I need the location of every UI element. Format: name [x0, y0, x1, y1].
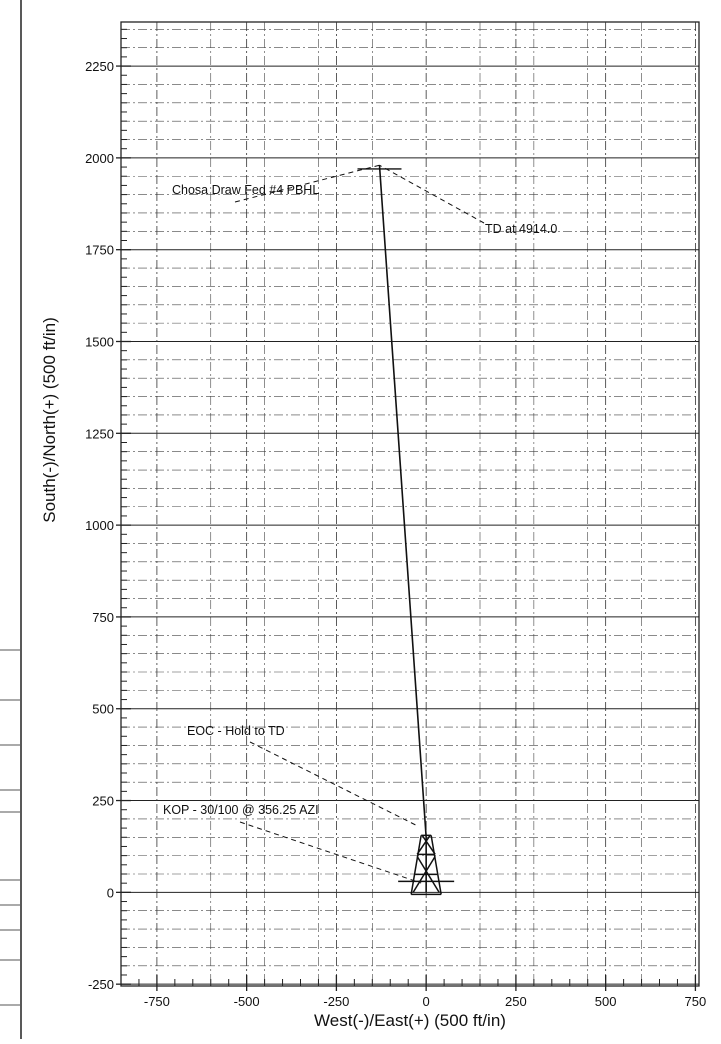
y-tick-label: 1500: [85, 334, 114, 349]
annotation-leader: [234, 164, 380, 203]
annotation-label: KOP - 30/100 @ 356.25 AZI: [163, 803, 319, 817]
well-path-line: [378, 165, 427, 893]
y-tick-label: 1000: [85, 518, 114, 533]
left-edge-fragment: [0, 649, 20, 1006]
annotation-label: Chosa Draw Fed #4 PBHL: [172, 183, 319, 197]
y-tick-label: 750: [92, 610, 114, 625]
x-tick-label: 0: [423, 994, 430, 1009]
y-tick-label: 250: [92, 794, 114, 809]
rig-symbol: [398, 834, 455, 896]
y-tick-label: 1250: [85, 426, 114, 441]
x-tick-label: -750: [144, 994, 170, 1009]
axes: -250 0 250 500 750 1000 1250 1500 1750 2000 2250 -7…: [85, 28, 707, 1009]
annotations: Chosa Draw Fed #4 PBHL TD at 4914.0 EOC - …: [163, 164, 557, 884]
y-tick-label: 2000: [85, 151, 114, 166]
rig-strut: [421, 834, 436, 855]
x-axis-label: West(-)/East(+) (500 ft/in): [314, 1011, 506, 1030]
y-tick-label: 500: [92, 702, 114, 717]
y-axis-label: South(-)/North(+) (500 ft/in): [40, 317, 59, 523]
plot-area: [120, 21, 700, 987]
annotation-label: TD at 4914.0: [485, 222, 557, 236]
x-tick-label: 250: [505, 994, 527, 1009]
y-tick-label: 2250: [85, 59, 114, 74]
rig-strut: [416, 834, 431, 855]
y-tick-label: 1750: [85, 243, 114, 258]
y-tick-label: -250: [88, 977, 114, 992]
x-tick-label: 500: [595, 994, 617, 1009]
rig-strut: [412, 855, 436, 893]
annotation-leader: [239, 821, 422, 884]
annotation-label: EOC - Hold to TD: [187, 724, 285, 738]
x-tick-label: -500: [234, 994, 260, 1009]
y-tick-label: 0: [107, 885, 114, 900]
x-tick-label: -250: [323, 994, 349, 1009]
annotation-leader: [249, 741, 419, 827]
gridlines: [121, 22, 699, 986]
x-tick-label: 750: [685, 994, 707, 1009]
rig-strut: [410, 835, 422, 895]
series-layer: [357, 165, 427, 893]
rig-strut: [416, 855, 440, 893]
rig-strut: [430, 835, 442, 895]
annotation-leader: [379, 164, 485, 224]
